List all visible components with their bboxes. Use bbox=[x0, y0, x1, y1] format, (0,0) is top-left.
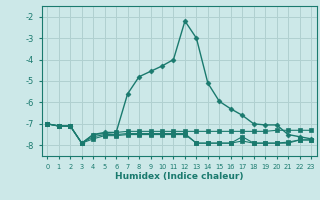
X-axis label: Humidex (Indice chaleur): Humidex (Indice chaleur) bbox=[115, 172, 244, 181]
